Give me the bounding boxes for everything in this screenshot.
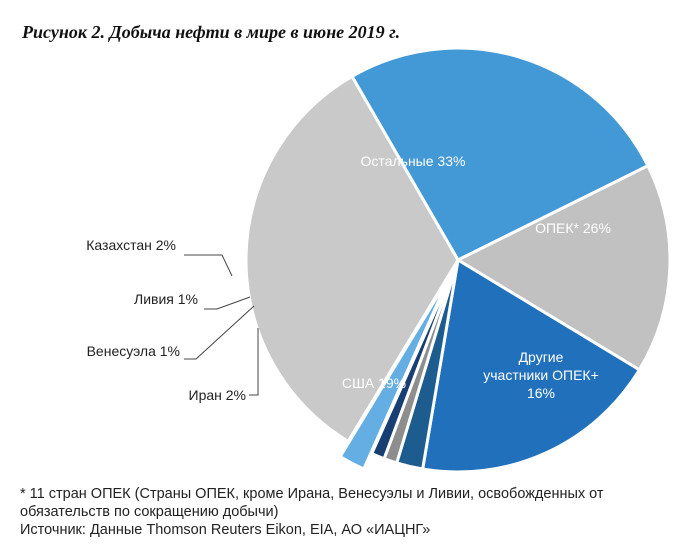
source-note: Источник: Данные Thomson Reuters Eikon, … [20, 522, 431, 538]
leader-line-iran [249, 328, 259, 396]
label-kazakhstan: Казахстан 2% [86, 237, 176, 253]
leader-line-kazakhstan [184, 254, 233, 277]
label-opec: ОПЕК* 26% [535, 220, 611, 236]
label-iran: Иран 2% [189, 387, 247, 403]
label-venezuela: Венесуэла 1% [87, 343, 180, 359]
pie-slice-usa [421, 258, 641, 474]
leader-lines [184, 254, 259, 396]
pie-slice-others [244, 74, 460, 443]
slice-labels: Остальные 33% ОПЕК* 26% Другие участники… [86, 153, 611, 403]
pie-slice-opec [350, 46, 650, 262]
footnote: * 11 стран ОПЕК (Страны ОПЕК, кроме Иран… [20, 486, 604, 520]
leader-line-libya [204, 296, 251, 310]
pie-slices [244, 46, 672, 474]
chart-title: Рисунок 2. Добыча нефти в мире в июне 20… [22, 22, 401, 42]
label-other-opec-plus-line1: Другие [519, 349, 564, 365]
label-usa: США 19% [342, 375, 406, 391]
label-other-opec-plus-line3: 16% [527, 385, 555, 401]
pie-chart: Остальные 33% ОПЕК* 26% Другие участники… [86, 46, 672, 474]
pie-slice-other-opec-plus [456, 164, 672, 372]
pie-slice-kazakhstan [338, 273, 452, 471]
label-others: Остальные 33% [361, 153, 466, 169]
label-libya: Ливия 1% [134, 291, 198, 307]
leader-line-venezuela [184, 305, 255, 360]
label-other-opec-plus-line2: участники ОПЕК+ [483, 367, 599, 383]
